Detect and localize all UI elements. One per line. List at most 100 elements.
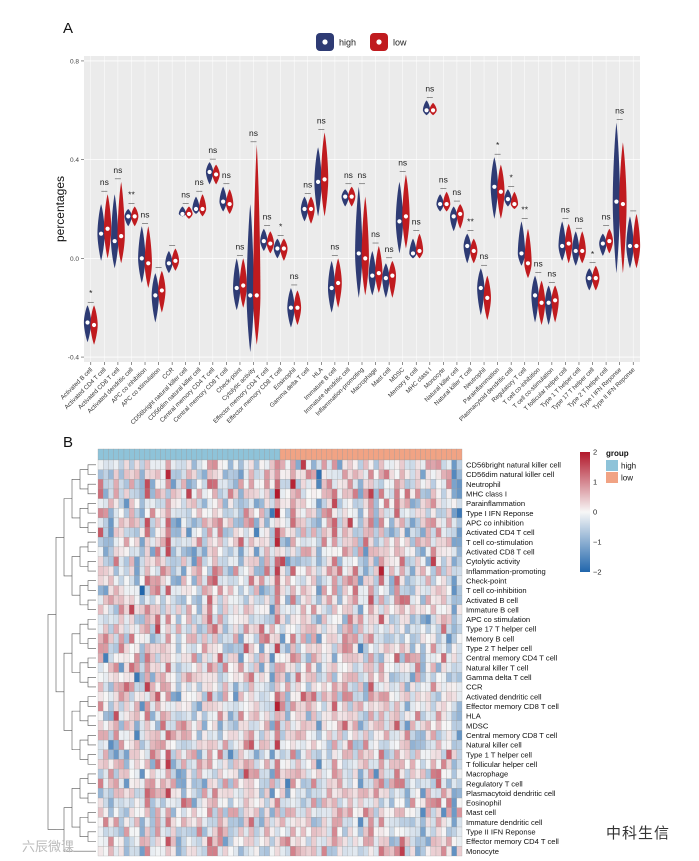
- heatmap-cell: [451, 527, 457, 538]
- heatmap-cell: [269, 797, 275, 808]
- heatmap-cell: [378, 498, 385, 509]
- heatmap-cell: [191, 797, 197, 808]
- heatmap-cell: [363, 566, 369, 577]
- heatmap-cell: [144, 836, 151, 847]
- heatmap-cell: [108, 672, 114, 683]
- heatmap-cell: [285, 768, 291, 779]
- heatmap-cell: [233, 836, 239, 847]
- heatmap-cell: [295, 604, 301, 615]
- heatmap-cell: [337, 682, 343, 692]
- heatmap-cell: [103, 556, 109, 567]
- heatmap-cell: [118, 459, 125, 470]
- significance-label: ns: [208, 145, 217, 155]
- heatmap-cell: [305, 788, 312, 799]
- heatmap-cell: [139, 730, 145, 741]
- heatmap-cell: [139, 788, 145, 799]
- heatmap-cell: [394, 662, 400, 673]
- heatmap-cell: [331, 682, 338, 692]
- heatmap-cell: [233, 575, 239, 586]
- heatmap-cell: [456, 556, 463, 567]
- heatmap-cell: [134, 459, 140, 470]
- heatmap-cell: [123, 527, 130, 538]
- heatmap-cell: [217, 459, 223, 470]
- heatmap-cell: [316, 614, 322, 625]
- heatmap-cell: [264, 720, 270, 731]
- heatmap-cell: [435, 768, 442, 779]
- heatmap-cell: [212, 662, 218, 673]
- heatmap-cell: [144, 672, 151, 683]
- heatmap-cell: [274, 643, 281, 654]
- heatmap-cell: [409, 498, 416, 509]
- heatmap-cell: [238, 807, 244, 818]
- heatmap-cell: [118, 817, 125, 828]
- heatmap-cell: [441, 575, 447, 586]
- heatmap-cell: [212, 614, 218, 625]
- heatmap-cell: [196, 768, 203, 779]
- heatmap-cell: [378, 643, 385, 654]
- median-point-high: [180, 211, 185, 217]
- heatmap-cell: [378, 546, 385, 557]
- heatmap-cell: [326, 527, 333, 538]
- heatmap-cell: [201, 662, 208, 673]
- median-point-high: [478, 285, 483, 291]
- heatmap-cell: [129, 739, 135, 750]
- row-label: Type 17 T helper cell: [466, 625, 537, 634]
- violin-low: [632, 213, 641, 269]
- heatmap-cell: [160, 546, 166, 557]
- heatmap-cell: [103, 469, 109, 480]
- heatmap-cell: [331, 527, 338, 538]
- heatmap-cell: [196, 566, 203, 577]
- heatmap-cell: [415, 662, 421, 673]
- heatmap-cell: [409, 653, 416, 663]
- heatmap-cell: [430, 469, 437, 480]
- heatmap-cell: [456, 701, 463, 712]
- heatmap-cell: [212, 575, 218, 586]
- heatmap-cell: [217, 508, 223, 519]
- heatmap-cell: [165, 566, 171, 577]
- heatmap-cell: [181, 566, 187, 577]
- heatmap-cell: [233, 846, 239, 857]
- heatmap-cell: [243, 537, 249, 548]
- heatmap-cell: [155, 459, 161, 470]
- median-point-low: [512, 201, 517, 207]
- heatmap-cell: [201, 730, 208, 741]
- heatmap-cell: [129, 459, 135, 470]
- heatmap-cell: [279, 739, 286, 750]
- heatmap-cell: [394, 739, 400, 750]
- heatmap-cell: [274, 459, 281, 470]
- heatmap-cell: [181, 797, 187, 808]
- heatmap-cell: [363, 682, 369, 692]
- heatmap-cell: [347, 459, 353, 470]
- heatmap-cell: [97, 710, 104, 721]
- heatmap-cell: [264, 488, 270, 499]
- heatmap-cell: [97, 546, 104, 557]
- heatmap-cell: [181, 710, 187, 721]
- heatmap-cell: [160, 768, 166, 779]
- heatmap-cell: [394, 479, 400, 490]
- heatmap-cell: [451, 701, 457, 712]
- heatmap-cell: [441, 517, 447, 528]
- heatmap-cell: [113, 710, 119, 721]
- heatmap-cell: [269, 488, 275, 499]
- heatmap-cell: [305, 546, 312, 557]
- heatmap-cell: [144, 826, 151, 837]
- heatmap-cell: [435, 691, 442, 702]
- heatmap-cell: [383, 836, 390, 847]
- heatmap-cell: [186, 624, 192, 634]
- heatmap-cell: [217, 682, 223, 692]
- heatmap-cell: [331, 633, 338, 644]
- heatmap-cell: [290, 604, 296, 615]
- heatmap-cell: [191, 498, 197, 509]
- heatmap-cell: [207, 585, 213, 596]
- heatmap-cell: [274, 672, 281, 683]
- heatmap-cell: [373, 768, 379, 779]
- heatmap-cell: [383, 546, 390, 557]
- heatmap-cell: [342, 710, 348, 721]
- heatmap-cell: [420, 730, 426, 741]
- heatmap-cell: [279, 653, 286, 663]
- heatmap-cell: [103, 604, 109, 615]
- heatmap-cell: [285, 720, 291, 731]
- heatmap-cell: [363, 488, 369, 499]
- heatmap-cell: [196, 614, 203, 625]
- heatmap-cell: [253, 768, 260, 779]
